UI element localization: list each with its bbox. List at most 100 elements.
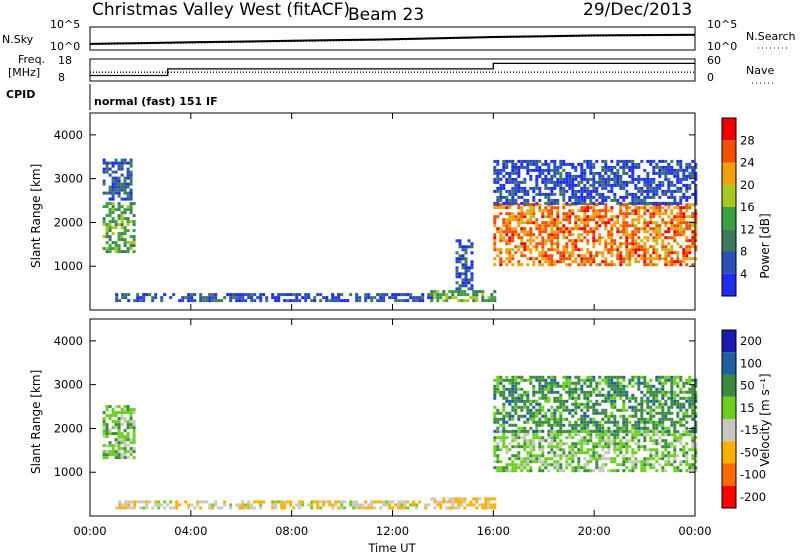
heatmap-cell: [682, 174, 686, 178]
heatmap-cell: [117, 432, 121, 436]
heatmap-cell: [358, 503, 362, 507]
heatmap-cell: [688, 396, 692, 400]
heatmap-cell: [691, 463, 695, 467]
heatmap-cell: [126, 191, 130, 195]
heatmap-cell: [658, 206, 662, 210]
heatmap-cell: [688, 399, 692, 403]
heatmap-cell: [499, 168, 503, 172]
heatmap-cell: [490, 497, 494, 501]
heatmap-cell: [514, 457, 518, 461]
heatmap-cell: [126, 450, 130, 454]
heatmap-cell: [325, 299, 329, 303]
heatmap-cell: [673, 436, 677, 440]
heatmap-cell: [120, 441, 124, 445]
heatmap-cell: [601, 463, 605, 467]
heatmap-cell: [493, 436, 497, 440]
heatmap-cell: [616, 227, 620, 231]
heatmap-cell: [529, 442, 533, 446]
heatmap-cell: [562, 257, 566, 261]
heatmap-cell: [129, 453, 133, 457]
heatmap-cell: [229, 299, 233, 303]
heatmap-cell: [535, 245, 539, 249]
heatmap-cell: [541, 221, 545, 225]
heatmap-cell: [129, 176, 133, 180]
heatmap-cell: [613, 460, 617, 464]
heatmap-cell: [544, 209, 548, 213]
heatmap-cell: [370, 500, 374, 504]
heatmap-cell: [120, 417, 124, 421]
heatmap-cell: [607, 180, 611, 184]
heatmap-cell: [676, 439, 680, 443]
heatmap-cell: [643, 227, 647, 231]
heatmap-cell: [157, 500, 161, 504]
heatmap-cell: [493, 218, 497, 222]
heatmap-cell: [123, 441, 127, 445]
heatmap-cell: [517, 174, 521, 178]
heatmap-cell: [520, 436, 524, 440]
heatmap-cell: [595, 227, 599, 231]
heatmap-cell: [328, 503, 332, 507]
heatmap-cell: [117, 188, 121, 192]
heatmap-cell: [562, 224, 566, 228]
heatmap-cell: [664, 469, 668, 473]
heatmap-cell: [643, 375, 647, 379]
heatmap-cell: [211, 503, 215, 507]
heatmap-cell: [298, 506, 302, 510]
heatmap-cell: [526, 442, 530, 446]
heatmap-cell: [523, 429, 527, 433]
heatmap-cell: [502, 236, 506, 240]
heatmap-cell: [370, 296, 374, 300]
heatmap-cell: [565, 212, 569, 216]
heatmap-cell: [694, 436, 698, 440]
heatmap-cell: [478, 497, 482, 501]
heatmap-cell: [667, 186, 671, 190]
heatmap-cell: [550, 445, 554, 449]
heatmap-cell: [535, 159, 539, 163]
heatmap-cell: [601, 408, 605, 412]
heatmap-cell: [475, 290, 479, 294]
heatmap-cell: [511, 227, 515, 231]
heatmap-cell: [661, 180, 665, 184]
heatmap-cell: [511, 387, 515, 391]
heatmap-cell: [520, 159, 524, 163]
heatmap-cell: [631, 433, 635, 437]
heatmap-cell: [280, 506, 284, 510]
heatmap-cell: [214, 299, 218, 303]
heatmap-cell: [193, 293, 197, 297]
heatmap-cell: [511, 230, 515, 234]
heatmap-cell: [643, 457, 647, 461]
heatmap-cell: [673, 402, 677, 406]
heatmap-cell: [129, 179, 133, 183]
heatmap-cell: [550, 212, 554, 216]
heatmap-cell: [598, 375, 602, 379]
heatmap-cell: [619, 375, 623, 379]
heatmap-cell: [625, 165, 629, 169]
heatmap-cell: [607, 378, 611, 382]
heatmap-cell: [571, 162, 575, 166]
heatmap-cell: [292, 293, 296, 297]
heatmap-cell: [181, 296, 185, 300]
heatmap-cell: [442, 500, 446, 504]
heatmap-cell: [397, 293, 401, 297]
heatmap-cell: [514, 384, 518, 388]
heatmap-cell: [538, 203, 542, 207]
heatmap-cell: [619, 209, 623, 213]
heatmap-cell: [562, 212, 566, 216]
heatmap-cell: [601, 411, 605, 415]
heatmap-cell: [607, 263, 611, 267]
heatmap-cell: [129, 191, 133, 195]
heatmap-cell: [661, 430, 665, 434]
heatmap-cell: [132, 420, 136, 424]
heatmap-cell: [610, 227, 614, 231]
heatmap-cell: [129, 197, 133, 201]
heatmap-cell: [505, 251, 509, 255]
heatmap-cell: [541, 224, 545, 228]
heatmap-cell: [607, 177, 611, 181]
heatmap-cell: [301, 500, 305, 504]
heatmap-cell: [601, 466, 605, 470]
heatmap-cell: [541, 390, 545, 394]
heatmap-cell: [682, 423, 686, 427]
heatmap-cell: [619, 254, 623, 258]
heatmap-cell: [132, 426, 136, 430]
heatmap-cell: [541, 420, 545, 424]
